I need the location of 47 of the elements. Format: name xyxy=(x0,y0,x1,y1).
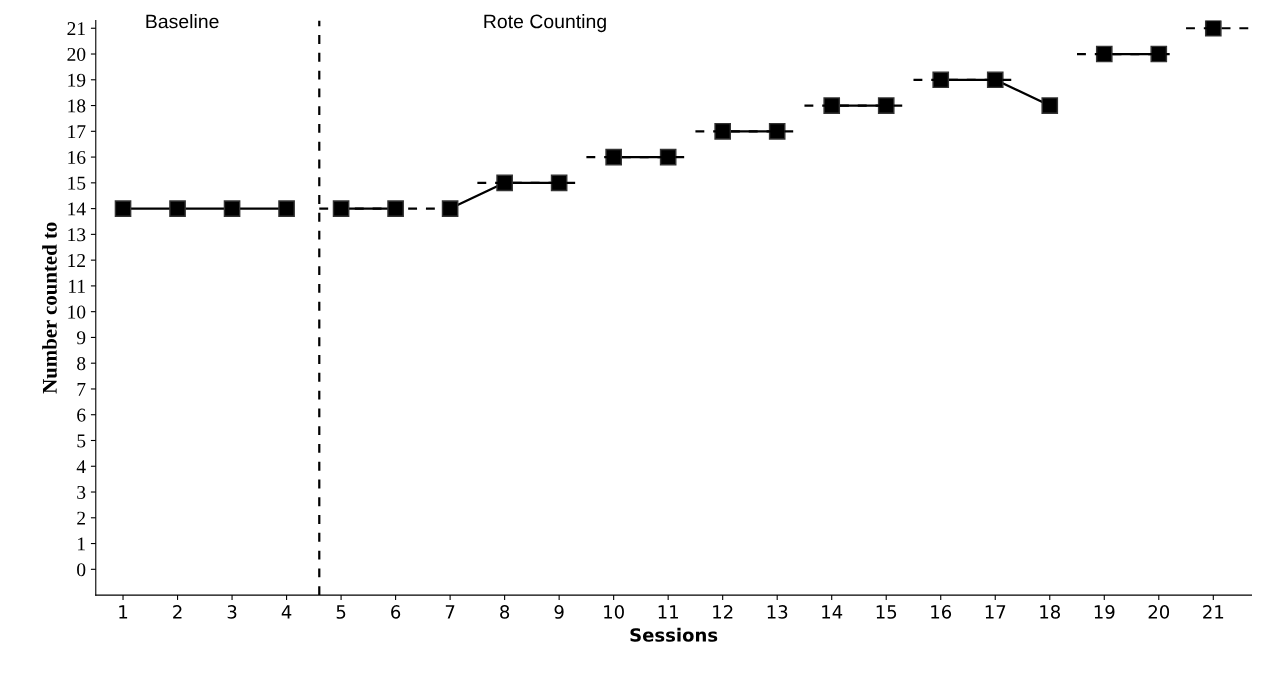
x-tick-label: 13 xyxy=(767,605,788,619)
y-tick-label: 12 xyxy=(68,254,85,267)
y-tick-label: 11 xyxy=(69,279,85,293)
x-tick-label: 17 xyxy=(985,605,1006,619)
x-tick-label: 19 xyxy=(1094,605,1115,619)
x-tick-label: 18 xyxy=(1040,605,1061,619)
x-tick-label: 9 xyxy=(554,605,564,619)
y-tick-label: 15 xyxy=(68,176,86,190)
x-tick-label: 5 xyxy=(336,605,346,619)
x-axis-title: Sessions xyxy=(630,627,718,642)
x-tick-label: 2 xyxy=(173,605,182,619)
y-tick-label: 6 xyxy=(77,408,86,422)
x-tick-label: 3 xyxy=(227,605,237,619)
x-tick-label: 12 xyxy=(713,605,733,619)
annotation: Baseline xyxy=(146,14,219,29)
x-tick-label: 6 xyxy=(391,605,401,619)
x-tick-label: 15 xyxy=(876,605,897,619)
y-tick-label: 10 xyxy=(68,305,86,319)
y-tick-label: 0 xyxy=(77,563,86,577)
y-tick-label: 18 xyxy=(68,99,86,113)
y-axis-title: Number counted to xyxy=(42,222,57,394)
x-tick-label: 1 xyxy=(119,605,128,619)
y-tick-label: 13 xyxy=(68,228,86,242)
x-tick-label: 21 xyxy=(1203,605,1224,619)
x-tick-label: 8 xyxy=(500,605,510,619)
y-tick-label: 7 xyxy=(77,382,86,396)
y-tick-label: 14 xyxy=(68,202,86,216)
y-tick-label: 4 xyxy=(76,460,86,473)
x-tick-label: 16 xyxy=(931,605,952,619)
y-tick-label: 19 xyxy=(68,73,86,87)
x-tick-label: 7 xyxy=(445,605,455,619)
y-tick-label: 9 xyxy=(76,331,86,345)
y-tick-label: 16 xyxy=(68,150,86,165)
x-tick-label: 20 xyxy=(1148,605,1170,619)
y-tick-label: 3 xyxy=(77,485,86,499)
y-tick-label: 2 xyxy=(77,511,85,525)
x-tick-label: 4 xyxy=(281,605,292,619)
y-tick-label: 20 xyxy=(67,47,86,61)
y-tick-label: 21 xyxy=(67,22,85,35)
y-tick-label: 17 xyxy=(68,125,86,139)
y-tick-label: 5 xyxy=(77,434,86,448)
x-tick-label: 10 xyxy=(604,605,624,619)
y-tick-label: 8 xyxy=(77,357,86,371)
annotation: Rote Counting xyxy=(484,14,606,33)
y-tick-label: 1 xyxy=(78,537,85,551)
x-tick-label: 14 xyxy=(822,605,843,619)
x-tick-label: 11 xyxy=(658,605,678,619)
